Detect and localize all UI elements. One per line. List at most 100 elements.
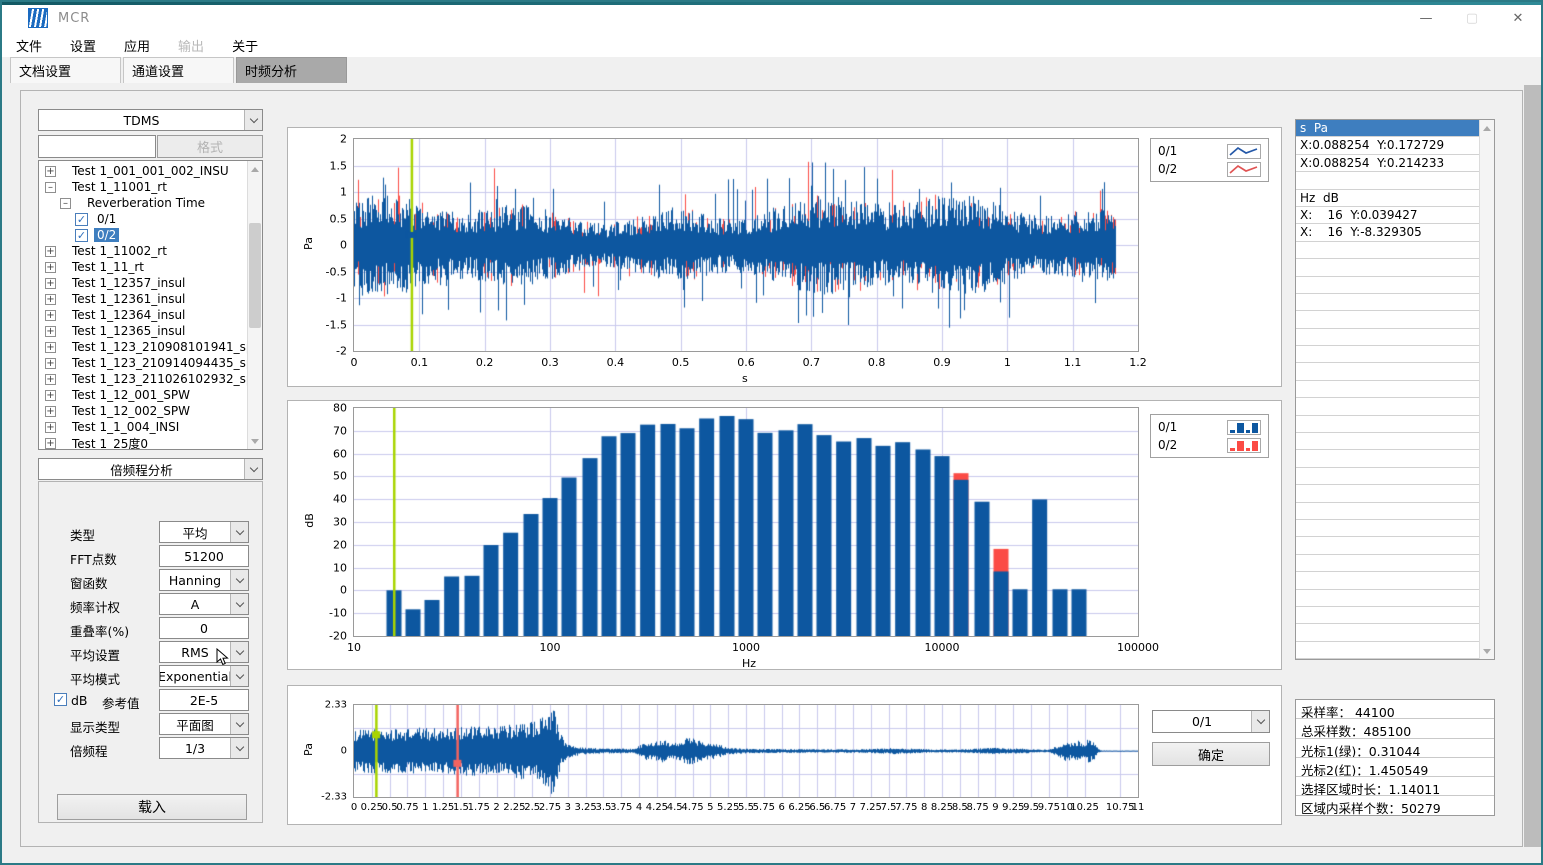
readout-row[interactable] [1296,381,1479,399]
field-display-type[interactable]: 平面图 [159,713,249,735]
titlebar[interactable]: MCR — ▢ ✕ [2,3,1541,33]
chevron-down-icon[interactable] [230,570,248,590]
tree-expander-icon[interactable]: + [45,357,56,369]
file-format-select[interactable]: TDMS [38,109,263,131]
tree-expander-icon[interactable]: + [45,293,56,305]
tree-expander-icon[interactable]: + [45,373,56,385]
readout-row[interactable] [1296,572,1479,590]
overview-channel-select[interactable]: 0/1 [1152,710,1270,733]
readout-row[interactable]: X: 16 Y:-8.329305 [1296,224,1479,242]
tree-expander-icon[interactable]: + [45,277,56,289]
filter-input[interactable] [38,135,156,158]
readout-row[interactable] [1296,259,1479,277]
tree-item[interactable]: + Test 1_12361_insul [39,291,247,307]
tree-item[interactable]: – Test 1_11001_rt [39,179,247,195]
tree-scrollbar[interactable] [247,161,262,449]
readout-row[interactable] [1296,537,1479,555]
field-db-reference[interactable] [159,689,249,711]
readout-row[interactable] [1296,398,1479,416]
tree-item[interactable]: + Test 1_12_002_SPW [39,403,247,419]
field-average-setting[interactable]: RMS [159,641,249,663]
readout-row[interactable] [1296,311,1479,329]
tree-expander-icon[interactable]: + [45,405,56,417]
tree-expander-icon[interactable]: – [45,181,56,193]
readout-row[interactable] [1296,642,1479,659]
menu-item-output[interactable]: 输出 [178,39,205,55]
tree-expander-icon[interactable]: + [45,245,56,257]
right-scroll-strip[interactable] [1524,85,1541,847]
tree-scrollbar-thumb[interactable] [249,223,261,328]
field-window-function[interactable]: Hanning [159,569,249,591]
tree-checkbox[interactable]: ✓ [75,212,88,226]
readout-row[interactable] [1296,242,1479,260]
tree-item[interactable]: + Test 1_12364_insul [39,307,247,323]
readout-row[interactable]: X: 16 Y:0.039427 [1296,207,1479,225]
menu-item-about[interactable]: 关于 [232,39,259,55]
readout-row[interactable]: Hz dB [1296,190,1479,207]
tree-checkbox[interactable]: ✓ [75,228,88,242]
tree-item[interactable]: + Test 1_12_001_SPW [39,387,247,403]
tree-expander-icon[interactable]: + [45,261,56,273]
minimize-button[interactable]: — [1419,10,1433,26]
readout-row[interactable] [1296,346,1479,364]
chevron-down-icon[interactable] [230,594,248,614]
field-fft-points[interactable] [159,545,249,567]
format-button[interactable]: 格式 [157,135,263,158]
readout-row[interactable] [1296,329,1479,347]
tree-expander-icon[interactable]: + [45,341,56,353]
field-type[interactable]: 平均 [159,521,249,543]
tree-expander-icon[interactable]: + [45,421,56,433]
tree-item[interactable]: ✓ 0/1 [39,211,247,227]
readout-row[interactable] [1296,503,1479,520]
tab-time-frequency[interactable]: 时频分析 [236,57,347,83]
readout-row[interactable]: X:0.088254 Y:0.214233 [1296,155,1479,173]
tab-document-settings[interactable]: 文档设置 [10,57,121,83]
tree-item[interactable]: + Test 1_001_001_002_INSU [39,163,247,179]
readout-row[interactable] [1296,607,1479,625]
chevron-down-icon[interactable] [230,738,248,758]
readout-row[interactable] [1296,590,1479,607]
tree-expander-icon[interactable]: + [45,325,56,337]
legend-item[interactable]: 0/2 [1151,436,1268,454]
scroll-down-icon[interactable] [248,434,262,449]
confirm-button[interactable]: 确定 [1152,742,1270,766]
field-octave[interactable]: 1/3 [159,737,249,759]
overview-plot-canvas[interactable] [353,704,1139,798]
scroll-up-icon[interactable] [248,161,262,176]
readout-row[interactable] [1296,416,1479,434]
tab-channel-settings[interactable]: 通道设置 [123,57,234,83]
readout-row[interactable] [1296,277,1479,294]
load-button[interactable]: 载入 [57,794,247,820]
tree-item[interactable]: + Test 1_123_211026102932_spw [39,371,247,387]
readout-row[interactable] [1296,294,1479,312]
chevron-down-icon[interactable] [1251,711,1269,732]
readout-row[interactable] [1296,450,1479,468]
chevron-down-icon[interactable] [230,666,248,686]
menu-item-settings[interactable]: 设置 [70,39,97,55]
readout-row[interactable] [1296,624,1479,642]
field-average-mode[interactable]: Exponential [159,665,249,687]
tree-expander-icon[interactable]: + [45,389,56,401]
db-checkbox[interactable]: ✓ [54,693,67,706]
chevron-down-icon[interactable] [244,459,262,479]
tree-item[interactable]: – Reverberation Time [39,195,247,211]
tree-item[interactable]: + Test 1_11002_rt [39,243,247,259]
tree-expander-icon[interactable]: – [60,197,71,209]
chevron-down-icon[interactable] [230,522,248,542]
tree-item[interactable]: + Test 1_123_210908101941_spw [39,339,247,355]
readout-row[interactable] [1296,468,1479,486]
time-plot-canvas[interactable] [353,138,1139,352]
legend-item[interactable]: 0/1 [1151,418,1268,436]
spectrum-plot-canvas[interactable] [353,407,1139,637]
tree-item[interactable]: + Test 1_12357_insul [39,275,247,291]
tree-item[interactable]: + Test 1_11_rt [39,259,247,275]
readout-row[interactable]: s Pa [1296,120,1479,138]
scroll-up-icon[interactable] [1480,120,1494,135]
readout-scrollbar[interactable] [1479,120,1494,659]
readout-row[interactable] [1296,433,1479,451]
tree-item[interactable]: ✓ 0/2 [39,227,247,243]
readout-row[interactable] [1296,172,1479,190]
tree-expander-icon[interactable]: + [45,165,56,177]
readout-row[interactable]: X:0.088254 Y:0.172729 [1296,137,1479,155]
tree-item[interactable]: + Test 1_1_004_INSI [39,419,247,435]
